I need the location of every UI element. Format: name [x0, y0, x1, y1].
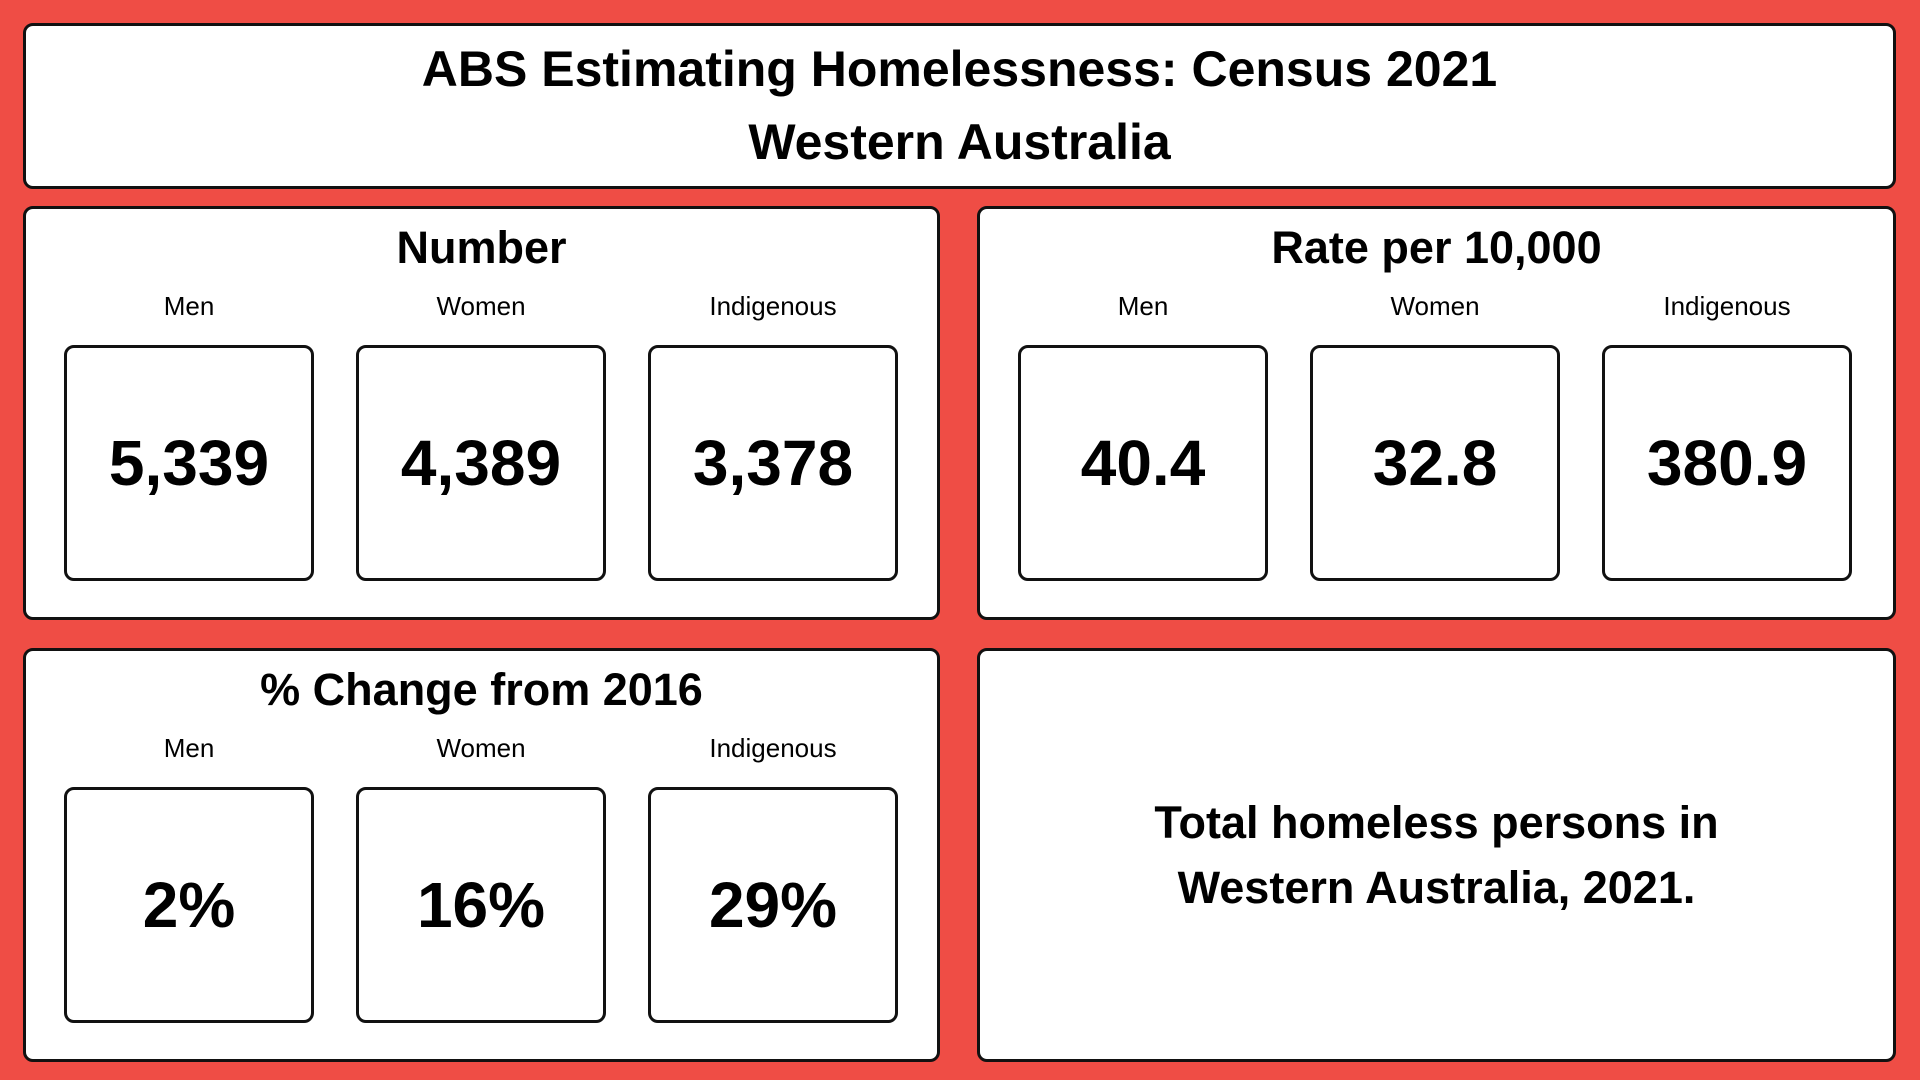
total-panel: Total homeless persons in Western Austra… — [977, 648, 1896, 1062]
page-title: ABS Estimating Homelessness: Census 2021 — [421, 41, 1498, 97]
change-women-label: Women — [436, 733, 526, 763]
change-women-card: 16% — [356, 787, 606, 1023]
number-women-card: 4,389 — [356, 345, 606, 581]
number-men-label: Men — [163, 291, 215, 321]
number-indigenous-card: 3,378 — [648, 345, 898, 581]
change-men-label: Men — [163, 733, 215, 763]
rate-panel-title: Rate per 10,000 — [1271, 222, 1602, 273]
change-indigenous-card: 29% — [648, 787, 898, 1023]
rate-women-card: 32.8 — [1310, 345, 1560, 581]
change-men-value: 2% — [142, 869, 236, 941]
change-men-card: 2% — [64, 787, 314, 1023]
rate-women-label: Women — [1390, 291, 1480, 321]
number-men-card: 5,339 — [64, 345, 314, 581]
rate-indigenous-value: 380.9 — [1646, 427, 1808, 499]
total-caption-line2: Western Australia, 2021. — [1177, 862, 1696, 913]
rate-men-card: 40.4 — [1018, 345, 1268, 581]
total-caption-line1: Total homeless persons in — [1154, 797, 1719, 848]
change-panel: % Change from 2016 Men Women Indigenous … — [23, 648, 940, 1062]
change-indigenous-label: Indigenous — [709, 733, 837, 763]
rate-indigenous-card: 380.9 — [1602, 345, 1852, 581]
change-panel-title: % Change from 2016 — [260, 664, 703, 715]
number-panel: Number Men Women Indigenous 5,339 4,389 … — [23, 206, 940, 620]
page-subtitle: Western Australia — [748, 114, 1171, 170]
rate-indigenous-label: Indigenous — [1663, 291, 1791, 321]
header-panel: ABS Estimating Homelessness: Census 2021… — [23, 23, 1896, 189]
number-women-value: 4,389 — [400, 427, 562, 499]
number-indigenous-label: Indigenous — [709, 291, 837, 321]
rate-women-value: 32.8 — [1372, 427, 1498, 499]
number-indigenous-value: 3,378 — [692, 427, 854, 499]
number-women-label: Women — [436, 291, 526, 321]
rate-panel: Rate per 10,000 Men Women Indigenous 40.… — [977, 206, 1896, 620]
rate-men-label: Men — [1117, 291, 1169, 321]
number-panel-title: Number — [396, 222, 567, 273]
number-men-value: 5,339 — [108, 427, 270, 499]
change-women-value: 16% — [416, 869, 546, 941]
change-indigenous-value: 29% — [708, 869, 838, 941]
rate-men-value: 40.4 — [1080, 427, 1206, 499]
